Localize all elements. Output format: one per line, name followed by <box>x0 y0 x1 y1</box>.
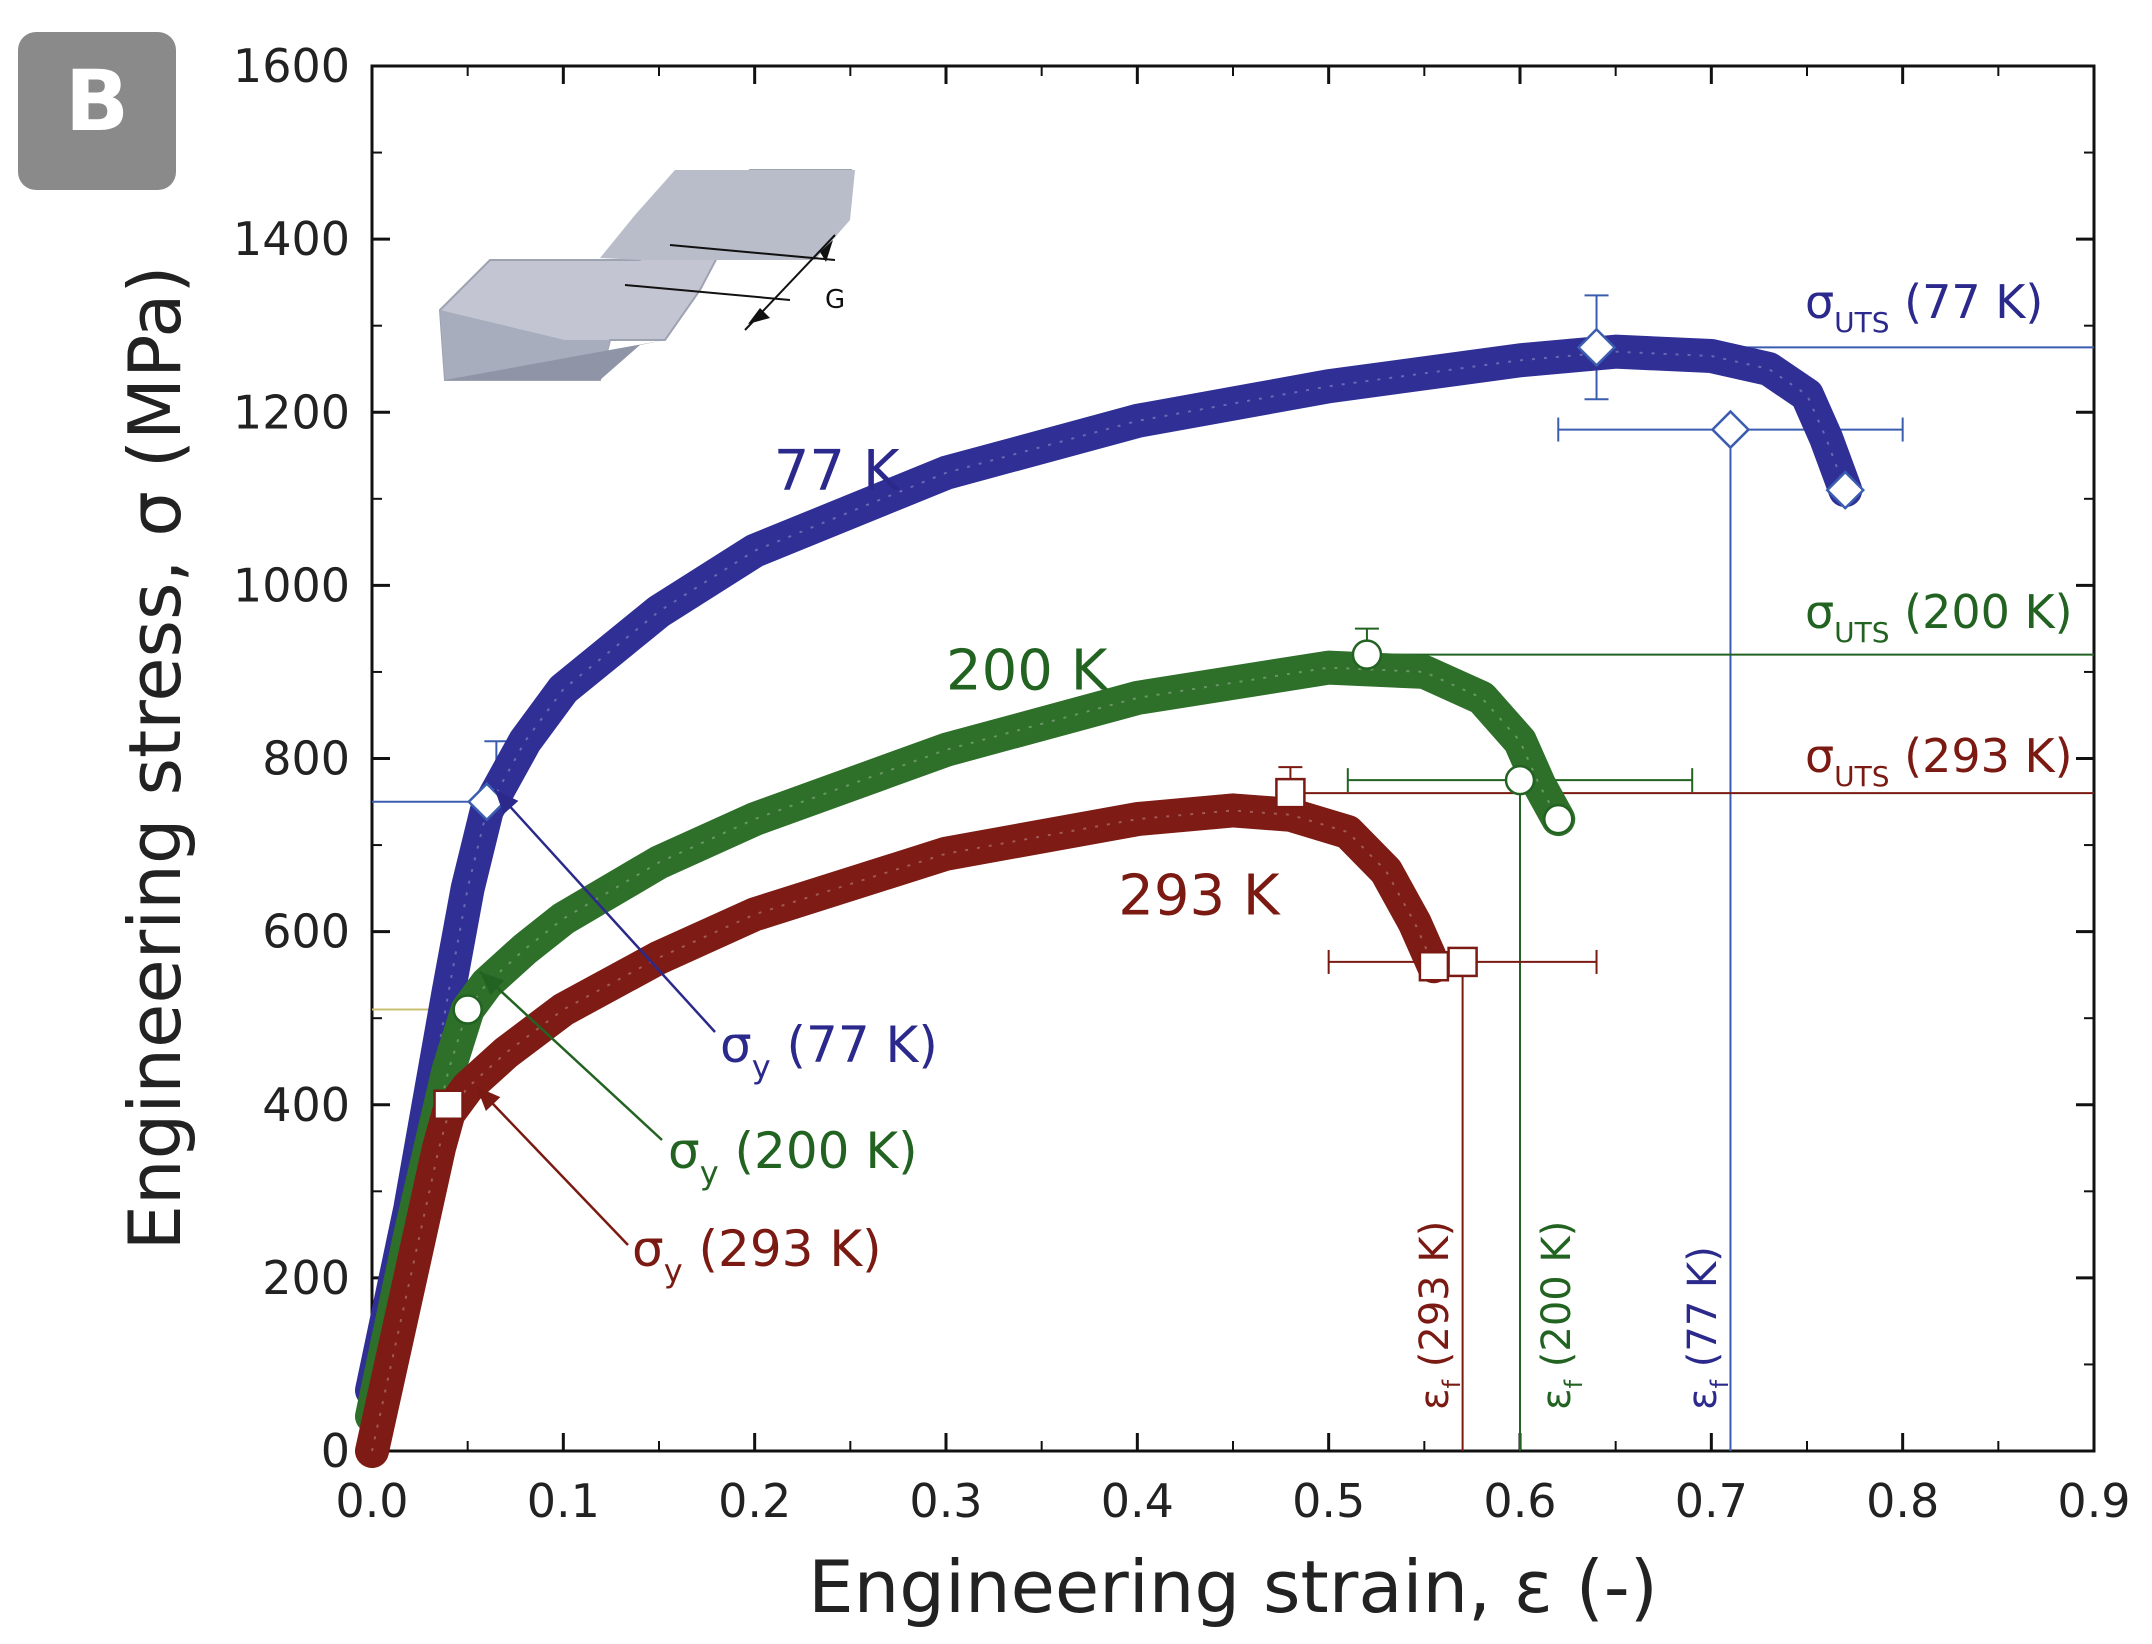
yield-77-arrow <box>493 788 716 1033</box>
yield-200-label: σy (200 K) <box>668 1122 918 1192</box>
key-points <box>433 327 1866 1120</box>
y-axis-title: Engineering stress, σ (MPa) <box>113 266 197 1251</box>
s200-curve-label: 200 K <box>946 638 1109 703</box>
x-tick-label: 0.4 <box>1101 1474 1174 1528</box>
series-layer <box>355 334 1863 1468</box>
x-tick-label: 0.2 <box>718 1474 791 1528</box>
s293-curve <box>355 793 1451 1468</box>
s77-fracture-marker <box>1710 409 1751 450</box>
s293-curve-label: 293 K <box>1118 863 1281 928</box>
annotations-layer: 77 K 200 K 293 K <box>475 439 1281 1246</box>
y-tick-label: 800 <box>262 732 350 786</box>
y-tick-label: 200 <box>262 1251 350 1305</box>
x-tick-label: 0.3 <box>909 1474 982 1528</box>
y-tick-label: 1400 <box>233 212 350 266</box>
yield-293-arrow <box>475 1085 629 1246</box>
s77-curve-label: 77 K <box>774 439 901 504</box>
x-tick-label: 0.5 <box>1292 1474 1365 1528</box>
yield-77-label: σy (77 K) <box>720 1016 938 1086</box>
x-axis-title: Engineering strain, ε (-) <box>808 1545 1658 1629</box>
y-tick-label: 400 <box>262 1078 350 1132</box>
s200-curve <box>355 650 1576 1434</box>
x-tick-label: 0.9 <box>2057 1474 2130 1528</box>
fracture-200-label: εf (200 K) <box>1534 1221 1588 1410</box>
yield-293-arrow-head <box>476 1086 501 1112</box>
axis-ticks: 0.0 0.1 0.2 0.3 0.4 0.5 0.6 0.7 0.8 0.9 0 200 400 600… <box>233 39 2131 1528</box>
s77-uts-marker <box>1576 327 1617 368</box>
panel-label-badge: B <box>18 32 176 190</box>
s293-end-marker <box>1418 951 1450 982</box>
x-tick-label: 0.1 <box>527 1474 600 1528</box>
x-tick-label: 0.0 <box>335 1474 408 1528</box>
y-tick-label: 0 <box>321 1424 350 1478</box>
uts-293-label: σUTS (293 K) <box>1805 729 2073 793</box>
x-tick-label: 0.7 <box>1675 1474 1748 1528</box>
uts-77-label: σUTS (77 K) <box>1805 275 2043 339</box>
s293-fracture-marker <box>1447 946 1478 978</box>
uts-200-label: σUTS (200 K) <box>1805 585 2073 649</box>
s200-end-marker <box>1543 803 1574 835</box>
s200-yield-marker <box>452 994 483 1025</box>
panel-label: B <box>65 52 129 150</box>
yield-200-arrow-head <box>479 971 505 996</box>
x-tick-label: 0.6 <box>1483 1474 1556 1528</box>
specimen-inset: G <box>438 169 855 381</box>
s77-curve-texture <box>371 350 1847 1391</box>
yield-293-label: σy (293 K) <box>632 1220 882 1290</box>
x-tick-label: 0.8 <box>1866 1474 1939 1528</box>
gauge-label: G <box>825 285 845 315</box>
s77-curve <box>355 334 1863 1408</box>
y-tick-label: 1000 <box>233 558 350 612</box>
s77-end-marker <box>1825 470 1866 510</box>
s293-yield-marker <box>433 1089 464 1120</box>
s200-uts-marker <box>1351 639 1383 670</box>
s200-curve-texture <box>371 666 1560 1417</box>
yield-77-arrow-head <box>494 789 519 815</box>
fracture-77-label: εf (77 K) <box>1680 1246 1734 1410</box>
s293-uts-marker <box>1275 777 1306 809</box>
y-tick-label: 1200 <box>233 385 350 439</box>
s200-fracture-marker <box>1504 764 1536 796</box>
yield-200-arrow <box>478 970 663 1141</box>
y-tick-label: 1600 <box>233 39 350 93</box>
fracture-293-label: εf (293 K) <box>1412 1221 1466 1410</box>
y-tick-label: 600 <box>262 905 350 959</box>
